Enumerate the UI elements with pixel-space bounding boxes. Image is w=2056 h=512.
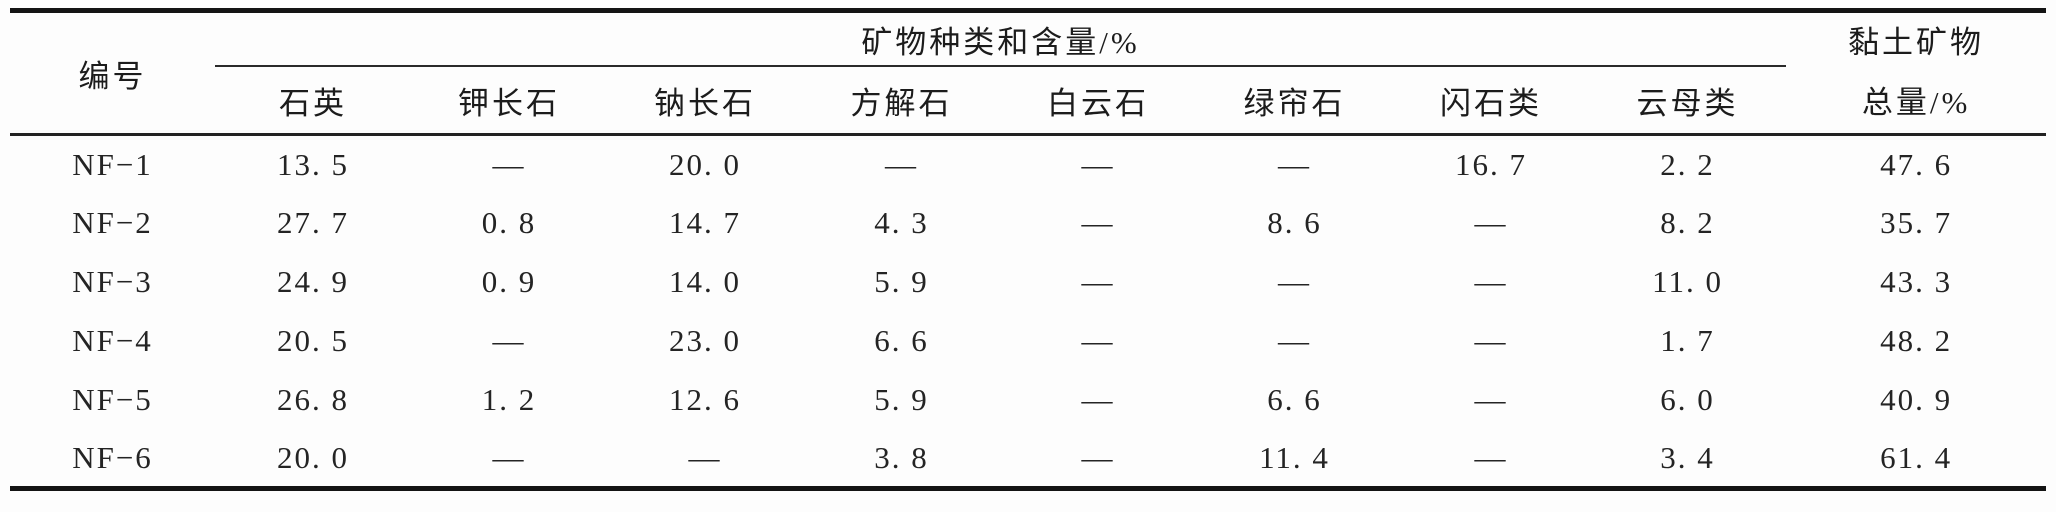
table-cell: 6. 0 bbox=[1660, 382, 1715, 417]
table-cell: 1. 2 bbox=[481, 382, 537, 417]
table-cell: — bbox=[1278, 323, 1311, 358]
table-cell: — bbox=[1081, 146, 1115, 182]
table-cell: 3. 4 bbox=[1660, 439, 1715, 475]
table-cell: — bbox=[1081, 439, 1115, 475]
table-cell: 6. 6 bbox=[874, 323, 929, 358]
table-cell: — bbox=[1474, 439, 1508, 475]
table-cell: 35. 7 bbox=[1880, 205, 1953, 240]
table-cell: — bbox=[492, 439, 526, 475]
table-cell: 2. 2 bbox=[1660, 146, 1715, 182]
table-cell: 11. 0 bbox=[1652, 264, 1723, 299]
table-cell: 4. 3 bbox=[874, 205, 929, 240]
table-cell: 40. 9 bbox=[1880, 382, 1953, 417]
table-cell: — bbox=[1081, 205, 1115, 240]
table-body: NF−1 13. 5 — 20. 0 — — — 16. 7 2. 2 47. 6 NF−2 27. … bbox=[10, 135, 2046, 489]
table-row: NF−1 13. 5 — 20. 0 — — — 16. 7 2. 2 47. 6 bbox=[10, 135, 2046, 194]
table-cell: 14. 0 bbox=[669, 264, 741, 299]
table-cell: — bbox=[1081, 323, 1115, 358]
mineral-content-table: 编号 矿物种类和含量/% 黏土矿物 总量/% 石英 钾长石 钠长石 方解石 白云石 绿帘石… bbox=[10, 8, 2047, 491]
table-cell: 0. 8 bbox=[481, 205, 537, 240]
column-header-mineral: 钠长石 bbox=[607, 66, 803, 137]
column-header-clay-total: 黏土矿物 总量/% bbox=[1786, 10, 2047, 136]
column-header-mineral: 方解石 bbox=[803, 66, 1000, 137]
table-cell: 24. 9 bbox=[277, 264, 349, 299]
table-cell: 11. 4 bbox=[1259, 439, 1330, 475]
table-cell: 20. 0 bbox=[669, 146, 741, 182]
header-row-minerals: 石英 钾长石 钠长石 方解石 白云石 绿帘石 闪石类 云母类 bbox=[10, 66, 2046, 137]
table-cell: 48. 2 bbox=[1880, 323, 1953, 358]
table-cell: — bbox=[1081, 382, 1115, 417]
table-cell: 27. 7 bbox=[277, 205, 349, 240]
table-cell: — bbox=[885, 146, 918, 182]
column-header-sample-id: 编号 bbox=[10, 10, 215, 136]
column-header-mineral: 云母类 bbox=[1589, 66, 1787, 137]
table-cell: — bbox=[1081, 264, 1115, 299]
table-cell: 16. 7 bbox=[1455, 146, 1527, 182]
sample-id-cell: NF−3 bbox=[72, 264, 153, 299]
table-cell: 8. 6 bbox=[1267, 205, 1322, 240]
sample-id-cell: NF−1 bbox=[72, 146, 153, 182]
table-cell: 8. 2 bbox=[1660, 205, 1715, 240]
table-cell: — bbox=[1474, 323, 1508, 358]
table-cell: 43. 3 bbox=[1880, 264, 1953, 299]
sample-id-cell: NF−4 bbox=[72, 323, 153, 358]
table-cell: — bbox=[1278, 264, 1311, 299]
table-cell: 1. 7 bbox=[1660, 323, 1715, 358]
table-cell: 5. 9 bbox=[874, 382, 929, 417]
sample-id-cell: NF−6 bbox=[72, 439, 153, 475]
table-row: NF−5 26. 8 1. 2 12. 6 5. 9 — 6. 6 — 6. 0 40. 9 bbox=[10, 371, 2046, 430]
table-cell: — bbox=[1474, 382, 1508, 417]
sample-id-cell: NF−5 bbox=[72, 382, 153, 417]
table-cell: 5. 9 bbox=[874, 264, 929, 299]
column-header-mineral-group: 矿物种类和含量/% bbox=[215, 10, 1787, 68]
sample-id-cell: NF−2 bbox=[72, 205, 153, 240]
table-cell: 13. 5 bbox=[277, 146, 349, 182]
table-row: NF−2 27. 7 0. 8 14. 7 4. 3 — 8. 6 — 8. 2 35. 7 bbox=[10, 194, 2046, 253]
table-row: NF−4 20. 5 — 23. 0 6. 6 — — — 1. 7 48. 2 bbox=[10, 312, 2046, 371]
table-cell: — bbox=[688, 439, 722, 475]
table-cell: 20. 5 bbox=[277, 323, 349, 358]
column-header-mineral: 闪石类 bbox=[1393, 66, 1589, 137]
table-row: NF−6 20. 0 — — 3. 8 — 11. 4 — 3. 4 61. 4 bbox=[10, 430, 2046, 489]
table-cell: 12. 6 bbox=[669, 382, 741, 417]
header-row-group: 编号 矿物种类和含量/% 黏土矿物 总量/% bbox=[10, 10, 2047, 136]
table-cell: 14. 7 bbox=[669, 205, 741, 240]
table-cell: 61. 4 bbox=[1880, 439, 1953, 475]
table-cell: — bbox=[1278, 146, 1311, 182]
table-cell: 47. 6 bbox=[1880, 146, 1953, 182]
table-header: 编号 矿物种类和含量/% 黏土矿物 总量/% 石英 钾长石 钠长石 方解石 白云石 绿帘石… bbox=[10, 10, 2047, 137]
table-cell: 0. 9 bbox=[481, 264, 537, 299]
column-header-mineral: 钾长石 bbox=[411, 66, 607, 137]
table-cell: 26. 8 bbox=[277, 382, 349, 417]
table-cell: — bbox=[492, 146, 526, 182]
table-cell: — bbox=[1474, 264, 1508, 299]
column-header-mineral: 石英 bbox=[215, 66, 411, 137]
table-cell: 23. 0 bbox=[669, 323, 741, 358]
table-cell: 6. 6 bbox=[1267, 382, 1322, 417]
table-cell: — bbox=[492, 323, 526, 358]
column-header-mineral: 绿帘石 bbox=[1196, 66, 1393, 137]
table-cell: 3. 8 bbox=[874, 439, 929, 475]
table-cell: — bbox=[1474, 205, 1508, 240]
table-cell: 20. 0 bbox=[277, 439, 349, 475]
column-header-mineral: 白云石 bbox=[1000, 66, 1196, 137]
table-row: NF−3 24. 9 0. 9 14. 0 5. 9 — — — 11. 0 43. 3 bbox=[10, 253, 2046, 312]
clay-header-line1: 黏土矿物 bbox=[1848, 25, 1985, 60]
clay-header-line2: 总量/% bbox=[1861, 85, 1971, 120]
